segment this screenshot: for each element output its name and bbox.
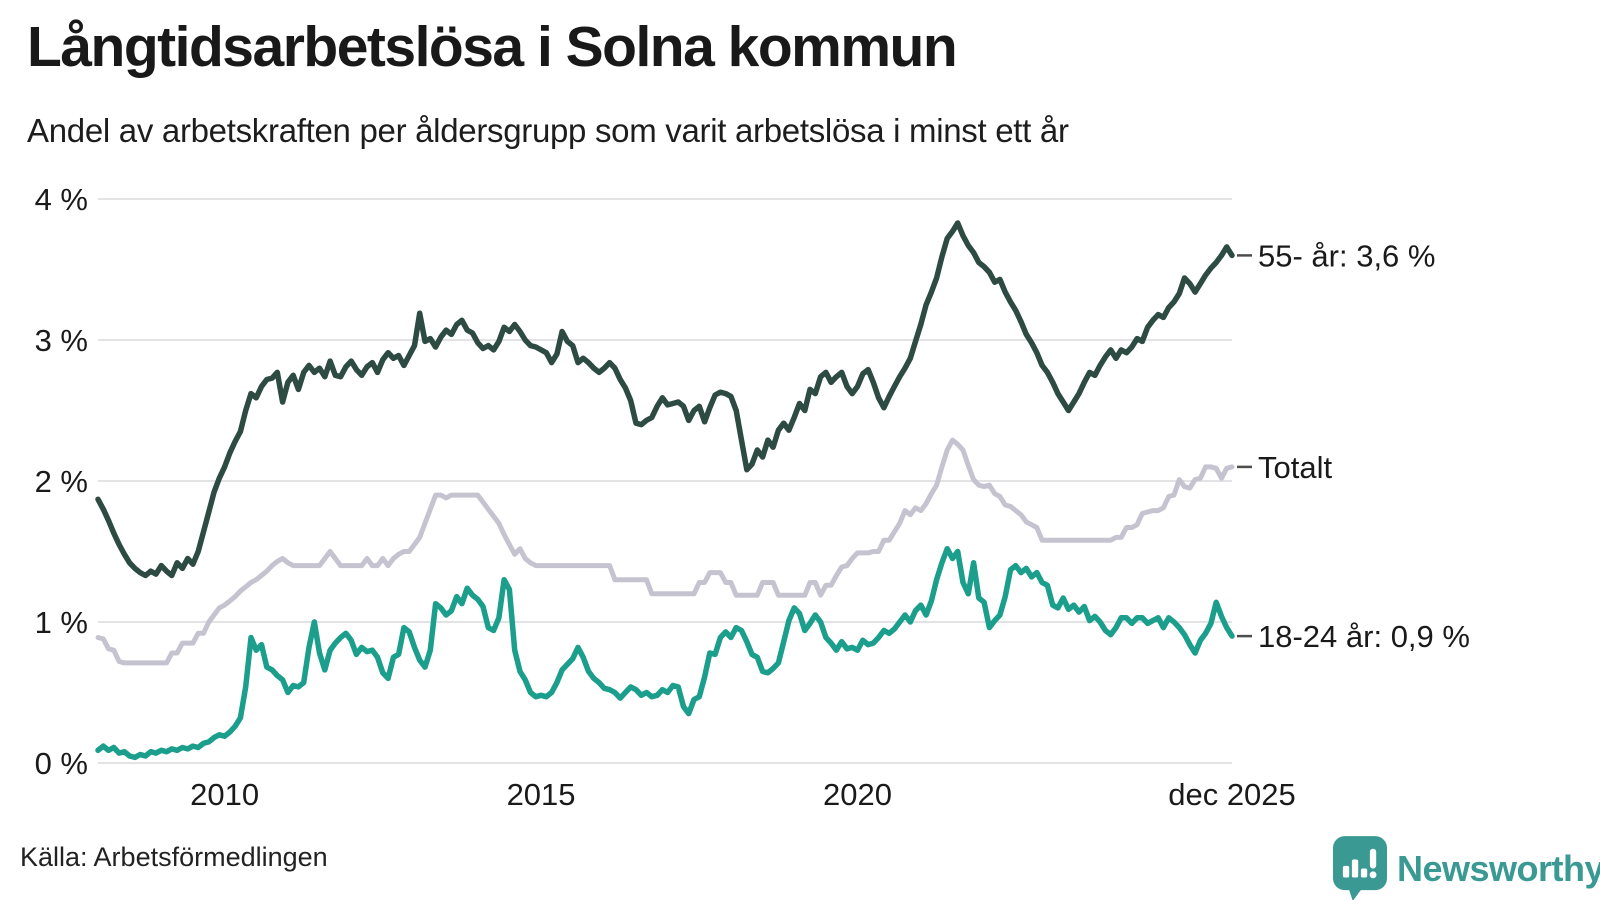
newsworthy-brand: Newsworthy: [1333, 836, 1600, 900]
source-note: Källa: Arbetsförmedlingen: [20, 842, 328, 872]
newsworthy-logo-icon: [1333, 836, 1387, 900]
series-end-label-55- år: 55- år: 3,6 %: [1258, 238, 1435, 273]
y-tick-label: 2 %: [35, 464, 88, 499]
y-tick-label: 3 %: [35, 323, 88, 358]
y-tick-label: 4 %: [35, 182, 88, 217]
chart-subtitle: Andel av arbetskraften per åldersgrupp s…: [27, 112, 1069, 149]
x-tick-label: 2020: [823, 777, 892, 812]
chart-title: Långtidsarbetslösa i Solna kommun: [27, 15, 958, 79]
series-end-label-Totalt: Totalt: [1258, 450, 1332, 485]
series-line-18-24 år: [95, 545, 1235, 761]
y-tick-label: 0 %: [35, 746, 88, 781]
x-tick-label: 2010: [190, 777, 259, 812]
x-tick-label: 2015: [507, 777, 576, 812]
series-line-55- år: [95, 220, 1235, 579]
x-tick-label: dec 2025: [1168, 777, 1296, 812]
series-line-Totalt: [95, 437, 1235, 666]
series-end-label-18-24 år: 18-24 år: 0,9 %: [1258, 619, 1470, 654]
newsworthy-logo-text: Newsworthy: [1397, 848, 1600, 889]
y-tick-label: 1 %: [35, 605, 88, 640]
